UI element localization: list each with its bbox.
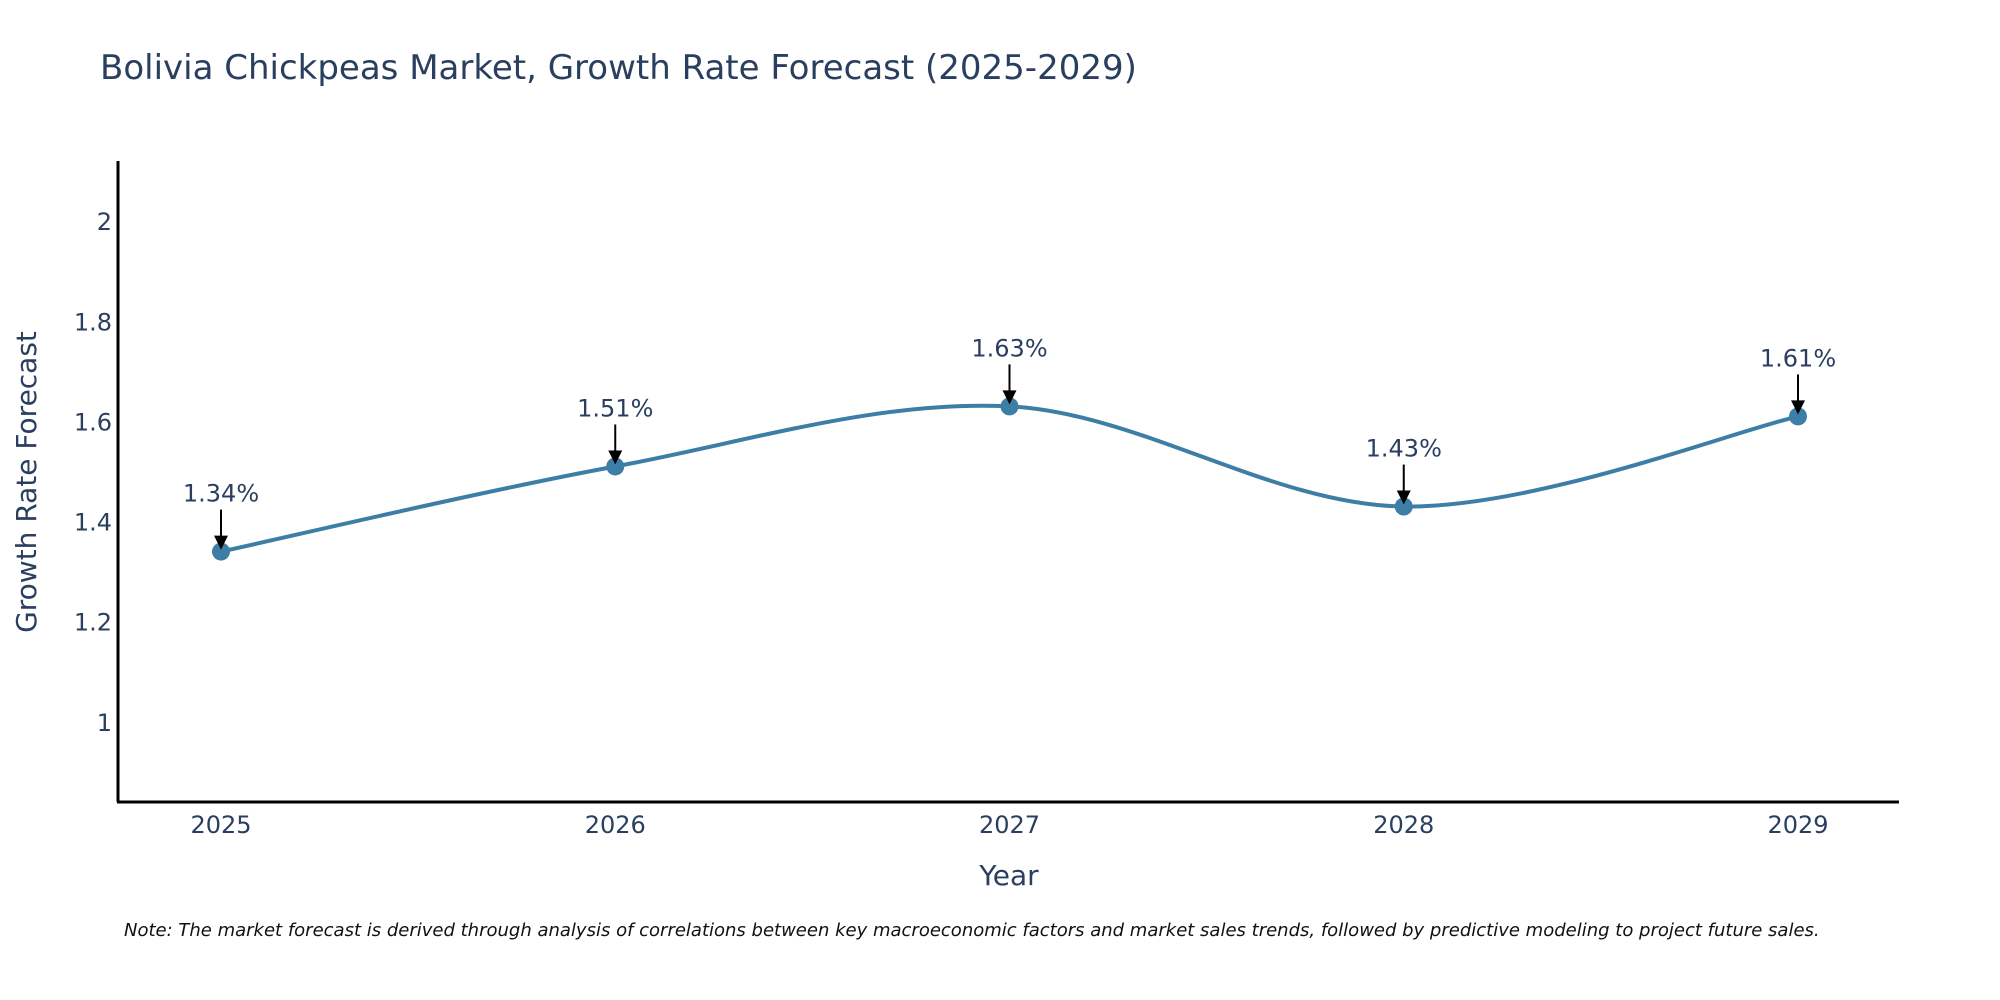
- x-tick-label: 2028: [1373, 811, 1434, 839]
- data-markers: [212, 397, 1807, 561]
- x-tick-label: 2026: [585, 811, 646, 839]
- x-tick-label: 2027: [979, 811, 1040, 839]
- data-label: 1.63%: [971, 334, 1047, 362]
- chart-title: Bolivia Chickpeas Market, Growth Rate Fo…: [100, 48, 1137, 88]
- footnote: Note: The market forecast is derived thr…: [124, 920, 1820, 941]
- y-axis-title: Growth Rate Forecast: [10, 331, 43, 633]
- annotation-arrowhead: [1396, 490, 1411, 505]
- annotation-arrowhead: [608, 450, 623, 465]
- series-line: [220, 403, 1799, 554]
- data-point-2028: [1394, 497, 1413, 516]
- data-point-2029: [1789, 407, 1807, 426]
- data-label: 1.51%: [577, 394, 653, 422]
- y-tick-label: 1.6: [74, 408, 112, 436]
- data-point-2025: [212, 542, 230, 561]
- annotation-arrowhead: [214, 535, 228, 550]
- data-label: 1.43%: [1366, 435, 1442, 463]
- data-point-2026: [606, 457, 625, 476]
- data-point-2027: [1000, 397, 1019, 416]
- y-tick-label: 1.2: [74, 609, 112, 637]
- x-tick-labels: 2025 2026 2027 2028 2029: [190, 811, 1828, 839]
- y-tick-label: 1: [97, 709, 112, 737]
- data-annotations: 1.34% 1.51% 1.63% 1.43% 1.61%: [183, 334, 1836, 550]
- annotation-arrowhead: [1002, 390, 1017, 405]
- y-tick-label: 1.8: [74, 308, 112, 336]
- annotation-arrowhead: [1791, 400, 1805, 415]
- data-label: 1.61%: [1760, 344, 1836, 372]
- y-tick-label: 1.4: [74, 509, 112, 537]
- data-label: 1.34%: [183, 480, 259, 508]
- x-axis-title: Year: [978, 859, 1039, 892]
- y-tick-labels: 1 1.2 1.4 1.6 1.8 2: [74, 208, 112, 737]
- y-tick-label: 2: [97, 208, 112, 236]
- x-tick-label: 2025: [190, 811, 251, 839]
- x-tick-label: 2029: [1767, 811, 1828, 839]
